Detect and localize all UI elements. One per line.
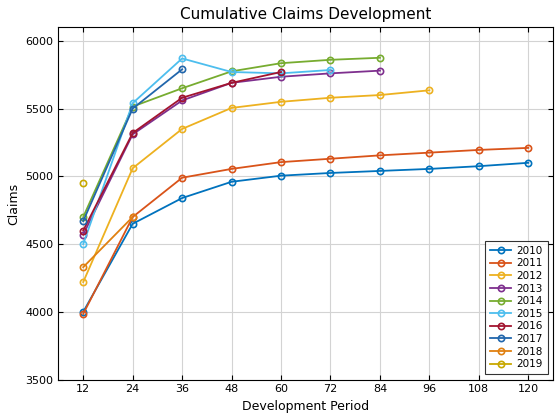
Legend: 2010, 2011, 2012, 2013, 2014, 2015, 2016, 2017, 2018, 2019: 2010, 2011, 2012, 2013, 2014, 2015, 2016… [485,241,548,375]
2010 [278,173,284,178]
2011 [80,311,87,316]
2012 [129,166,136,171]
2014 [179,86,185,91]
2018 [129,215,136,220]
2012 [228,105,235,110]
2016 [80,228,87,233]
2014 [327,57,334,62]
2015 [179,56,185,61]
2014 [80,215,87,220]
2012 [426,88,433,93]
2013 [179,98,185,103]
2016 [179,95,185,100]
2013 [80,232,87,237]
Line: 2018: 2018 [80,214,136,270]
2018 [80,265,87,270]
2013 [376,68,383,73]
2015 [129,101,136,106]
2013 [278,74,284,79]
2015 [228,69,235,74]
Line: 2011: 2011 [80,145,531,317]
2014 [278,60,284,66]
2016 [129,131,136,136]
2013 [228,80,235,85]
2010 [475,164,482,169]
2011 [129,215,136,220]
2016 [228,80,235,85]
2011 [376,153,383,158]
2017 [129,106,136,111]
2012 [80,280,87,285]
2010 [179,196,185,201]
X-axis label: Development Period: Development Period [242,400,370,413]
2011 [228,166,235,171]
2012 [278,99,284,104]
2010 [228,179,235,184]
2014 [228,69,235,74]
2015 [327,68,334,73]
Line: 2016: 2016 [80,69,284,234]
2012 [179,126,185,131]
Title: Cumulative Claims Development: Cumulative Claims Development [180,7,431,22]
2015 [80,241,87,247]
Line: 2013: 2013 [80,68,383,238]
2010 [426,166,433,171]
2011 [475,147,482,152]
2014 [129,104,136,109]
Line: 2012: 2012 [80,87,432,285]
Line: 2015: 2015 [80,55,334,247]
2012 [376,92,383,97]
2010 [80,310,87,315]
Line: 2017: 2017 [80,66,185,224]
2010 [129,221,136,226]
2016 [278,69,284,74]
2012 [327,95,334,100]
Y-axis label: Claims: Claims [7,182,20,225]
2017 [80,218,87,223]
Line: 2010: 2010 [80,160,531,315]
2013 [129,132,136,137]
2011 [179,175,185,180]
2015 [278,71,284,76]
2010 [376,168,383,173]
2017 [179,67,185,72]
2010 [327,171,334,176]
2013 [327,71,334,76]
2011 [327,156,334,161]
2011 [278,160,284,165]
2011 [525,145,531,150]
Line: 2014: 2014 [80,55,383,220]
2011 [426,150,433,155]
2010 [525,160,531,165]
2014 [376,55,383,60]
